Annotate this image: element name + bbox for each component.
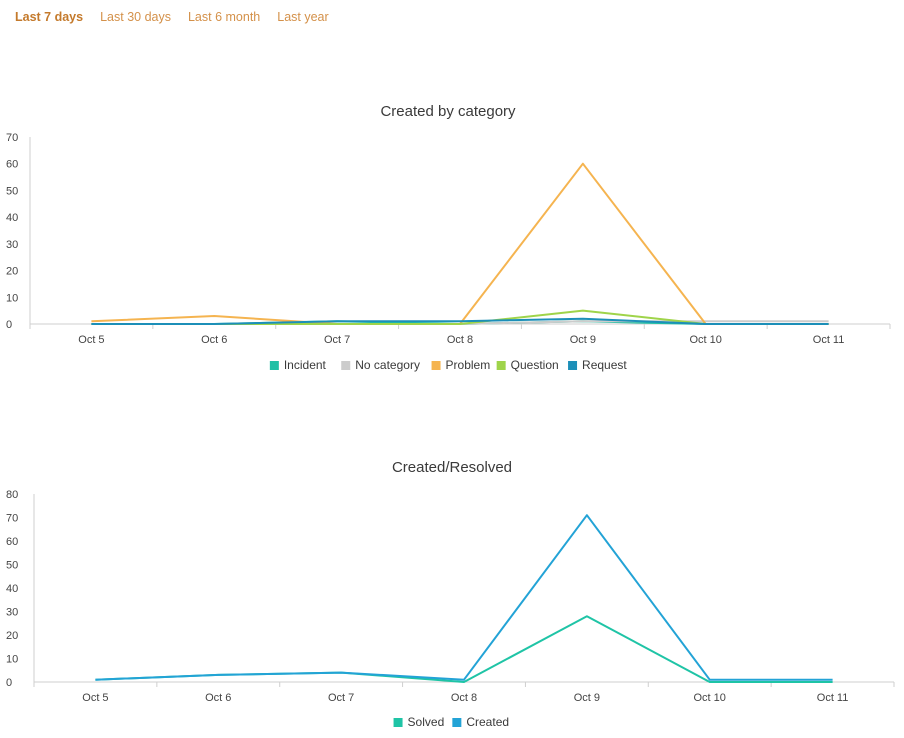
chart-title: Created by category <box>380 103 516 120</box>
legend-item[interactable]: Incident <box>269 358 327 372</box>
y-tick-label: 60 <box>6 536 18 548</box>
x-tick-label: Oct 6 <box>205 692 231 704</box>
legend-swatch <box>496 361 506 370</box>
legend-item[interactable]: Request <box>568 358 627 372</box>
created-resolved-chart: Created/Resolved 0 10 20 30 40 50 60 70 80 Oct 5 Oc… <box>6 459 895 729</box>
x-tick-label: Oct 9 <box>574 692 600 704</box>
x-tick-label: Oct 9 <box>570 334 596 346</box>
chart-title: Created/Resolved <box>392 459 512 476</box>
y-tick-label: 40 <box>6 583 18 595</box>
x-tick-label: Oct 11 <box>813 334 845 346</box>
y-tick-label: 50 <box>6 560 18 572</box>
y-tick-label: 10 <box>6 654 18 666</box>
legend-swatch <box>452 718 462 727</box>
legend-item[interactable]: No category <box>341 358 420 372</box>
tab-last-7-days[interactable]: Last 7 days <box>15 10 84 24</box>
chart-legend: Incident No category Problem Question Reques… <box>269 358 627 372</box>
y-tick-label: 0 <box>6 677 12 689</box>
legend-label: Request <box>582 358 627 372</box>
y-tick-label: 40 <box>6 212 18 224</box>
legend-label: No category <box>355 358 420 372</box>
x-tick-label: Oct 6 <box>201 334 227 346</box>
y-tick-label: 30 <box>6 239 18 251</box>
date-range-tabs: Last 7 days Last 30 days Last 6 month La… <box>15 10 329 24</box>
legend-label: Question <box>511 358 559 372</box>
y-tick-label: 50 <box>6 185 18 197</box>
y-tick-label: 0 <box>6 319 12 331</box>
x-tick-label: Oct 7 <box>328 692 354 704</box>
legend-item[interactable]: Question <box>496 358 559 372</box>
x-tick-label: Oct 5 <box>82 692 108 704</box>
x-tick-label: Oct 11 <box>817 692 849 704</box>
legend-swatch <box>568 361 578 370</box>
legend-label: Incident <box>284 358 327 372</box>
series-line-problem[interactable] <box>91 162 829 325</box>
legend-swatch <box>431 361 441 370</box>
y-tick-label: 20 <box>6 630 18 642</box>
x-tick-label: Oct 10 <box>690 334 722 346</box>
y-tick-label: 70 <box>6 132 18 144</box>
x-tick-label: Oct 8 <box>451 692 477 704</box>
legend-label: Solved <box>408 715 445 729</box>
x-tick-label: Oct 8 <box>447 334 473 346</box>
y-tick-label: 60 <box>6 159 18 171</box>
series-line-created[interactable] <box>95 514 833 681</box>
chart-legend: Solved Created <box>393 715 509 729</box>
legend-swatch <box>269 361 279 370</box>
legend-swatch <box>393 718 403 727</box>
created-by-category-chart: Created by category 0 10 20 30 40 50 60 70 Oct 5 O… <box>6 103 891 372</box>
y-tick-label: 70 <box>6 513 18 525</box>
series-line-request[interactable] <box>91 317 829 325</box>
y-tick-label: 10 <box>6 292 18 304</box>
y-tick-label: 20 <box>6 266 18 278</box>
x-tick-label: Oct 5 <box>78 334 104 346</box>
legend-item[interactable]: Solved <box>393 715 445 729</box>
x-tick-label: Oct 7 <box>324 334 350 346</box>
tab-last-year[interactable]: Last year <box>277 10 329 24</box>
legend-label: Created <box>466 715 509 729</box>
y-tick-label: 30 <box>6 607 18 619</box>
legend-item[interactable]: Created <box>452 715 509 729</box>
y-tick-label: 80 <box>6 489 18 501</box>
legend-item[interactable]: Problem <box>431 358 491 372</box>
tab-last-6-month[interactable]: Last 6 month <box>187 10 261 24</box>
legend-label: Problem <box>446 358 491 372</box>
legend-swatch <box>341 361 351 370</box>
x-tick-label: Oct 10 <box>694 692 726 704</box>
tab-last-30-days[interactable]: Last 30 days <box>100 10 171 24</box>
series-line-solved[interactable] <box>95 615 833 683</box>
